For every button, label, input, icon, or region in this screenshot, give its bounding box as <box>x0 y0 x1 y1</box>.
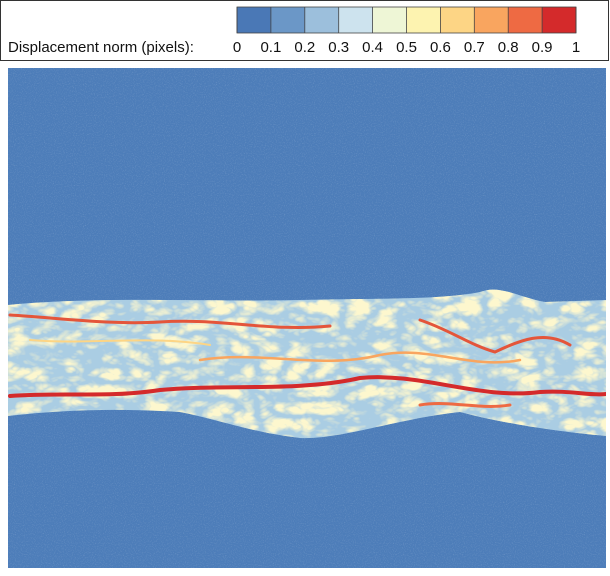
colorbar-frame <box>236 6 577 34</box>
colorbar-segment <box>542 7 577 33</box>
colorbar-tick-label: 0 <box>233 39 241 56</box>
colorbar-segment <box>338 7 374 33</box>
colorbar-tick-label: 0.8 <box>498 39 519 56</box>
colorbar-segment <box>270 7 306 33</box>
colorbar-tick-label: 1 <box>572 39 580 56</box>
colorbar-tick-label: 0.5 <box>396 39 417 56</box>
colorbar-segment <box>237 7 272 33</box>
colorbar-tick-label: 0.1 <box>260 39 281 56</box>
colorbar-tick-label: 0.3 <box>328 39 349 56</box>
displacement-image <box>8 68 606 568</box>
colorbar-segment <box>406 7 441 33</box>
colorbar: 0 0.1 0.2 0.3 0.4 0.5 0.6 0.7 0.8 0.9 1 <box>233 6 580 56</box>
colorbar-label: Displacement norm (pixels): <box>8 39 194 56</box>
colorbar-tick-label: 0.6 <box>430 39 451 56</box>
colorbar-segment <box>508 7 543 33</box>
colorbar-tick-label: 0.4 <box>362 39 383 56</box>
colorbar-segment <box>372 7 407 33</box>
colorbar-segment <box>474 7 509 33</box>
colorbar-segment <box>440 7 475 33</box>
colorbar-tick-label: 0.2 <box>294 39 315 56</box>
colorbar-segment <box>304 7 340 33</box>
colorbar-tick-label: 0.7 <box>464 39 485 56</box>
colorbar-tick-label: 0.9 <box>532 39 553 56</box>
